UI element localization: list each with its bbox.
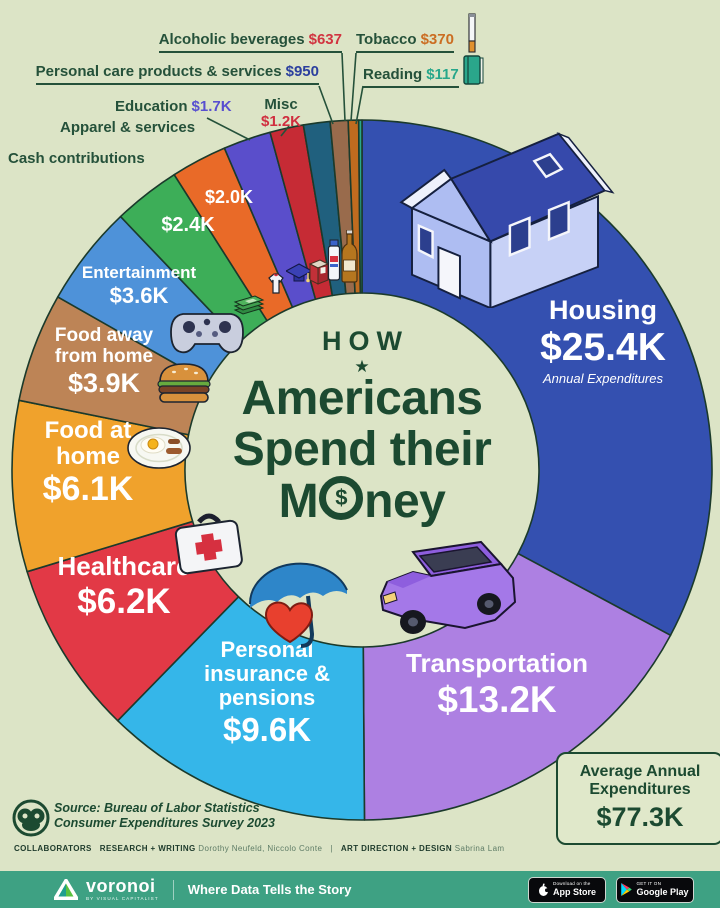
dollar-sign: $ <box>335 484 347 510</box>
label-healthcare: Healthcare $6.2K <box>57 551 191 621</box>
callout-alcoholic-beverages: Alcoholic beverages $637 <box>158 31 342 53</box>
box-icon <box>308 259 330 285</box>
first-aid-kit-icon <box>174 513 243 575</box>
label-cash-value: $2.4K <box>161 214 215 236</box>
callout-tobacco: Tobacco $370 <box>356 31 454 53</box>
toothpaste-icon <box>327 239 341 281</box>
title-line-3: M $ ney <box>202 476 522 528</box>
burger-icon <box>157 363 211 403</box>
breakfast-plate-icon <box>127 427 191 469</box>
callout-misc: Misc $1.2K <box>260 96 302 130</box>
house-icon <box>399 132 615 308</box>
graduation-cap-icon <box>286 263 312 283</box>
callout-personal-care: Personal care products & services $950 <box>35 63 319 85</box>
google-play-icon <box>621 883 633 896</box>
label-food-away: Food away from home $3.9K <box>54 325 154 398</box>
cash-stack-icon <box>233 295 265 315</box>
title-money-pre: M <box>278 475 319 529</box>
game-controller-icon <box>170 313 244 354</box>
car-icon <box>379 540 517 634</box>
cigarette-icon <box>468 13 476 53</box>
dollar-coin-icon: $ <box>319 476 364 521</box>
wedge-personal-insurance <box>116 595 366 821</box>
label-apparel-value: $2.0K <box>204 187 254 207</box>
source-note: Source: Bureau of Labor Statistics Consu… <box>54 801 275 831</box>
visual-capitalist-logo <box>12 799 50 837</box>
title-money-post: ney <box>364 475 446 529</box>
average-expenditures-value: $77.3K <box>596 801 684 832</box>
shirt-icon <box>268 273 284 294</box>
app-store-badge[interactable]: Download on the App Store <box>528 876 606 903</box>
title-kicker: HOW <box>322 326 409 356</box>
callout-apparel: Apparel & services <box>60 119 196 136</box>
callout-reading: Reading $117 <box>363 66 459 88</box>
callout-education: Education $1.7K <box>115 98 232 115</box>
label-personal-insurance: Personal insurance & pensions $9.6K <box>204 637 330 748</box>
voronoi-leaf-icon <box>54 878 78 900</box>
collaborators-row: COLLABORATORS RESEARCH + WRITING Dorothy… <box>14 844 505 853</box>
label-housing: Housing $25.4K Annual Expenditures <box>540 295 666 386</box>
google-play-badge[interactable]: GET IT ON Google Play <box>616 876 694 903</box>
callout-cash-contributions: Cash contributions <box>8 150 145 167</box>
title-line-1: Americans <box>241 372 483 426</box>
footer-bar: voronoi BY VISUAL CAPITALIST Where Data … <box>0 871 720 908</box>
label-transportation: Transportation $13.2K <box>405 648 589 720</box>
footer-divider <box>172 879 174 900</box>
umbrella-heart-icon <box>248 562 348 648</box>
book-icon <box>463 55 484 85</box>
title-line-2: Spend their <box>232 423 492 477</box>
voronoi-logo[interactable]: voronoi BY VISUAL CAPITALIST <box>54 877 159 902</box>
average-expenditures-box: Average Annual Expenditures $77.3K <box>556 752 720 845</box>
star-icon: ★ <box>354 357 370 376</box>
label-entertainment: Entertainment $3.6K <box>81 263 197 308</box>
chart-title: HOW ★ Americans Spend their M $ ney <box>202 326 522 528</box>
apple-icon <box>538 883 549 896</box>
annual-expenditures-note: Annual Expenditures <box>543 371 663 386</box>
label-food-at-home: Food at home $6.1K <box>42 417 134 508</box>
beer-bottle-icon <box>341 230 358 283</box>
footer-tagline: Where Data Tells the Story <box>187 882 352 897</box>
